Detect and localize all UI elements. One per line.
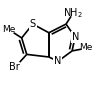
Text: N: N bbox=[72, 32, 79, 42]
Text: Me: Me bbox=[79, 43, 93, 52]
Text: Br: Br bbox=[9, 62, 20, 72]
Text: Me: Me bbox=[2, 25, 15, 34]
Text: N: N bbox=[54, 56, 62, 66]
Text: S: S bbox=[30, 19, 36, 29]
Text: NH$_2$: NH$_2$ bbox=[63, 6, 83, 20]
